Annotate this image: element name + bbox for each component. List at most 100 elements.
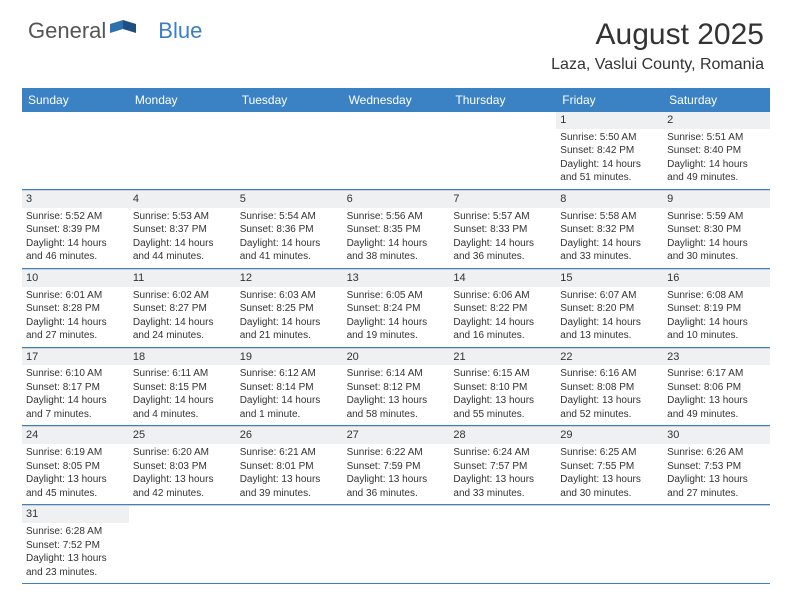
day-detail: Sunset: 8:06 PM	[667, 381, 766, 395]
day-detail: and 36 minutes.	[347, 487, 446, 501]
day-number: 10	[22, 270, 129, 287]
day-detail: Sunset: 7:57 PM	[453, 460, 552, 474]
day-detail: Sunset: 8:15 PM	[133, 381, 232, 395]
day-number: 30	[663, 427, 770, 444]
day-number: 12	[236, 270, 343, 287]
day-number: 13	[343, 270, 450, 287]
day-detail: and 46 minutes.	[26, 250, 125, 264]
day-header: Saturday	[663, 88, 770, 112]
day-detail: Daylight: 14 hours	[240, 237, 339, 251]
day-cell: 21Sunrise: 6:15 AMSunset: 8:10 PMDayligh…	[449, 348, 556, 426]
day-header-row: Sunday Monday Tuesday Wednesday Thursday…	[22, 88, 770, 112]
day-detail: Sunset: 8:30 PM	[667, 223, 766, 237]
day-detail: Sunset: 8:35 PM	[347, 223, 446, 237]
day-number: 19	[236, 349, 343, 366]
day-detail: Sunrise: 6:05 AM	[347, 289, 446, 303]
day-detail: and 51 minutes.	[560, 171, 659, 185]
day-detail: Sunrise: 6:26 AM	[667, 446, 766, 460]
day-detail: Sunset: 8:32 PM	[560, 223, 659, 237]
day-detail: Sunrise: 5:54 AM	[240, 210, 339, 224]
day-cell: 7Sunrise: 5:57 AMSunset: 8:33 PMDaylight…	[449, 190, 556, 268]
day-detail: Sunrise: 6:03 AM	[240, 289, 339, 303]
day-number: 21	[449, 349, 556, 366]
logo: General Blue	[28, 18, 202, 44]
day-detail: Sunset: 8:14 PM	[240, 381, 339, 395]
day-detail: Sunset: 8:22 PM	[453, 302, 552, 316]
week-row: 3Sunrise: 5:52 AMSunset: 8:39 PMDaylight…	[22, 190, 770, 269]
day-number: 25	[129, 427, 236, 444]
day-detail: Sunset: 8:08 PM	[560, 381, 659, 395]
day-detail: Daylight: 13 hours	[26, 473, 125, 487]
day-number: 26	[236, 427, 343, 444]
header: General Blue August 2025 Laza, Vaslui Co…	[0, 0, 792, 82]
empty-cell	[22, 112, 129, 189]
day-detail: Sunrise: 6:19 AM	[26, 446, 125, 460]
day-detail: and 58 minutes.	[347, 408, 446, 422]
day-detail: and 24 minutes.	[133, 329, 232, 343]
day-detail: Daylight: 13 hours	[240, 473, 339, 487]
day-detail: Sunset: 8:05 PM	[26, 460, 125, 474]
day-detail: Sunset: 7:59 PM	[347, 460, 446, 474]
day-cell: 27Sunrise: 6:22 AMSunset: 7:59 PMDayligh…	[343, 426, 450, 504]
day-number: 27	[343, 427, 450, 444]
day-detail: Sunrise: 6:01 AM	[26, 289, 125, 303]
day-cell: 16Sunrise: 6:08 AMSunset: 8:19 PMDayligh…	[663, 269, 770, 347]
empty-cell	[129, 505, 236, 583]
day-detail: Sunrise: 6:20 AM	[133, 446, 232, 460]
day-detail: and 38 minutes.	[347, 250, 446, 264]
day-cell: 12Sunrise: 6:03 AMSunset: 8:25 PMDayligh…	[236, 269, 343, 347]
day-detail: Sunrise: 6:10 AM	[26, 367, 125, 381]
day-detail: Sunrise: 6:21 AM	[240, 446, 339, 460]
day-cell: 6Sunrise: 5:56 AMSunset: 8:35 PMDaylight…	[343, 190, 450, 268]
day-cell: 18Sunrise: 6:11 AMSunset: 8:15 PMDayligh…	[129, 348, 236, 426]
day-number: 28	[449, 427, 556, 444]
day-cell: 14Sunrise: 6:06 AMSunset: 8:22 PMDayligh…	[449, 269, 556, 347]
day-detail: Sunset: 8:01 PM	[240, 460, 339, 474]
day-detail: Sunset: 8:17 PM	[26, 381, 125, 395]
day-detail: Sunset: 7:55 PM	[560, 460, 659, 474]
day-detail: and 16 minutes.	[453, 329, 552, 343]
empty-cell	[556, 505, 663, 583]
day-detail: Daylight: 14 hours	[133, 316, 232, 330]
day-detail: Sunrise: 5:57 AM	[453, 210, 552, 224]
day-detail: Daylight: 14 hours	[667, 237, 766, 251]
day-number: 29	[556, 427, 663, 444]
day-cell: 3Sunrise: 5:52 AMSunset: 8:39 PMDaylight…	[22, 190, 129, 268]
day-detail: Sunrise: 6:07 AM	[560, 289, 659, 303]
day-detail: and 33 minutes.	[453, 487, 552, 501]
day-detail: and 4 minutes.	[133, 408, 232, 422]
location: Laza, Vaslui County, Romania	[551, 56, 764, 74]
day-detail: and 19 minutes.	[347, 329, 446, 343]
day-number: 4	[129, 191, 236, 208]
day-detail: Daylight: 14 hours	[26, 394, 125, 408]
day-number: 9	[663, 191, 770, 208]
day-cell: 28Sunrise: 6:24 AMSunset: 7:57 PMDayligh…	[449, 426, 556, 504]
empty-cell	[236, 505, 343, 583]
day-cell: 2Sunrise: 5:51 AMSunset: 8:40 PMDaylight…	[663, 112, 770, 189]
day-detail: Daylight: 13 hours	[667, 394, 766, 408]
day-detail: Daylight: 14 hours	[133, 394, 232, 408]
day-detail: Sunset: 8:40 PM	[667, 144, 766, 158]
day-header: Friday	[556, 88, 663, 112]
day-detail: and 45 minutes.	[26, 487, 125, 501]
day-cell: 9 Sunrise: 5:59 AMSunset: 8:30 PMDaylight…	[663, 190, 770, 268]
day-detail: Sunrise: 5:53 AM	[133, 210, 232, 224]
day-detail: Sunrise: 5:59 AM	[667, 210, 766, 224]
day-detail: Sunrise: 6:15 AM	[453, 367, 552, 381]
day-number: 11	[129, 270, 236, 287]
day-detail: and 30 minutes.	[560, 487, 659, 501]
day-cell: 5Sunrise: 5:54 AMSunset: 8:36 PMDaylight…	[236, 190, 343, 268]
day-detail: Sunset: 7:52 PM	[26, 539, 125, 553]
day-cell: 10Sunrise: 6:01 AMSunset: 8:28 PMDayligh…	[22, 269, 129, 347]
day-number: 3	[22, 191, 129, 208]
day-detail: Sunset: 8:42 PM	[560, 144, 659, 158]
day-detail: Sunrise: 6:02 AM	[133, 289, 232, 303]
day-detail: Sunset: 8:37 PM	[133, 223, 232, 237]
day-detail: Sunrise: 6:11 AM	[133, 367, 232, 381]
day-detail: Daylight: 13 hours	[347, 473, 446, 487]
day-cell: 22Sunrise: 6:16 AMSunset: 8:08 PMDayligh…	[556, 348, 663, 426]
month-year: August 2025	[551, 18, 764, 52]
day-detail: Daylight: 14 hours	[667, 316, 766, 330]
day-detail: Daylight: 14 hours	[133, 237, 232, 251]
empty-cell	[343, 112, 450, 189]
